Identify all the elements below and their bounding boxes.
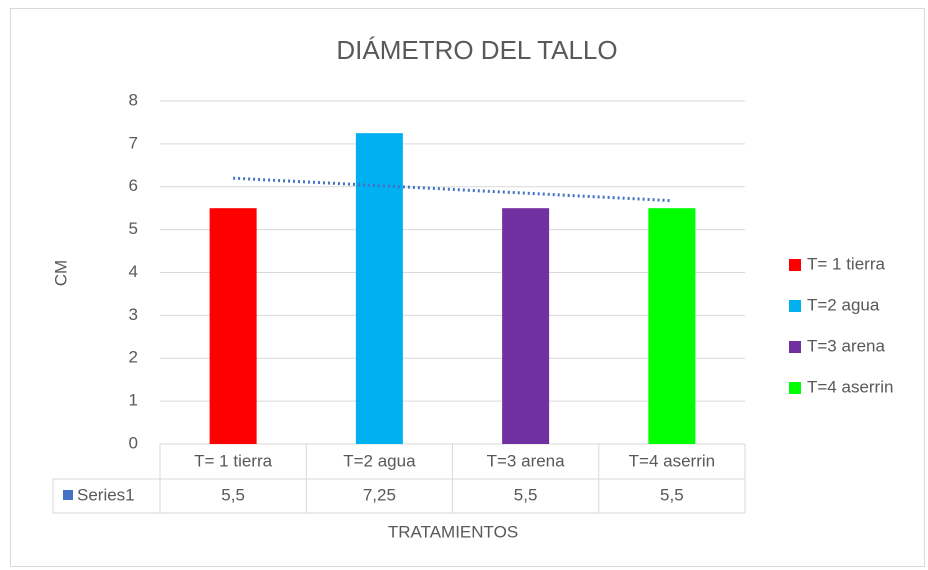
chart-title: DIÁMETRO DEL TALLO bbox=[336, 35, 617, 65]
bar bbox=[209, 208, 257, 444]
bar bbox=[648, 208, 696, 444]
y-tick-label: 8 bbox=[129, 90, 138, 109]
table-value: 5,5 bbox=[221, 485, 245, 504]
y-tick-label: 4 bbox=[129, 262, 138, 281]
y-tick-label: 2 bbox=[129, 348, 138, 367]
x-tick-label: T=4 aserrin bbox=[629, 451, 715, 470]
y-tick-label: 3 bbox=[129, 305, 138, 324]
y-tick-label: 7 bbox=[129, 133, 138, 152]
legend-key bbox=[63, 490, 73, 500]
bar bbox=[355, 133, 403, 444]
legend-swatch bbox=[789, 300, 801, 312]
trendline bbox=[233, 176, 672, 203]
legend-swatch bbox=[789, 341, 801, 353]
y-tick-label: 0 bbox=[129, 433, 138, 452]
chart-frame bbox=[10, 8, 925, 567]
y-axis-label: CM bbox=[51, 260, 70, 286]
x-tick-label: T=2 agua bbox=[343, 451, 416, 470]
legend-label: T=2 agua bbox=[807, 295, 880, 314]
legend-label: T= 1 tierra bbox=[807, 254, 885, 273]
y-tick-label: 5 bbox=[129, 219, 138, 238]
x-axis-label: TRATAMIENTOS bbox=[388, 522, 518, 541]
legend-label: T=4 aserrin bbox=[807, 377, 893, 396]
legend-swatch bbox=[789, 382, 801, 394]
y-tick-label: 6 bbox=[129, 176, 138, 195]
x-tick-label: T=3 arena bbox=[487, 451, 566, 470]
table-value: 5,5 bbox=[514, 485, 538, 504]
y-tick-label: 1 bbox=[129, 391, 138, 410]
series-name: Series1 bbox=[77, 485, 135, 504]
legend-swatch bbox=[789, 259, 801, 271]
bar bbox=[502, 208, 550, 444]
table-value: 7,25 bbox=[363, 485, 396, 504]
legend-label: T=3 arena bbox=[807, 336, 886, 355]
table-value: 5,5 bbox=[660, 485, 684, 504]
x-tick-label: T= 1 tierra bbox=[194, 451, 272, 470]
